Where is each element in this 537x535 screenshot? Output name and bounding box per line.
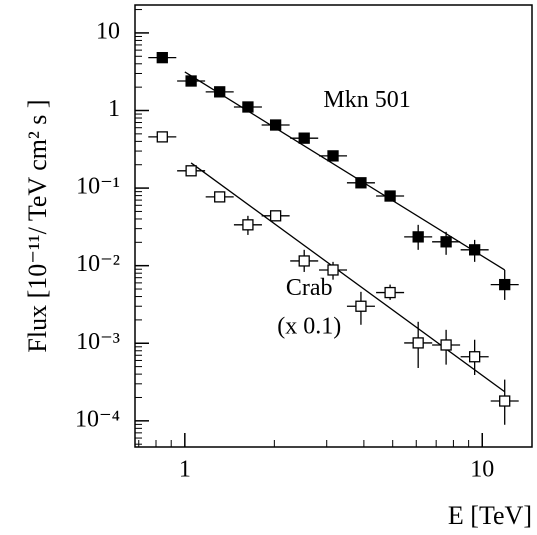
data-point bbox=[384, 190, 396, 202]
annotation: (x 0.1) bbox=[277, 314, 341, 340]
data-point bbox=[440, 236, 452, 248]
data-point bbox=[327, 264, 339, 276]
data-point bbox=[384, 286, 396, 299]
data-point bbox=[156, 131, 168, 143]
data-point bbox=[355, 177, 367, 189]
data-point bbox=[156, 51, 168, 64]
data-point bbox=[412, 231, 424, 243]
data-point bbox=[242, 101, 254, 113]
data-point bbox=[412, 337, 424, 349]
data-point bbox=[298, 255, 310, 267]
data-point bbox=[269, 210, 282, 222]
data-point bbox=[185, 165, 197, 177]
y-tick-label: 1 bbox=[108, 96, 120, 122]
y-tick-label: 10⁻¹ bbox=[76, 174, 120, 200]
data-point bbox=[499, 395, 511, 407]
annotation: Mkn 501 bbox=[323, 87, 410, 113]
data-point bbox=[469, 351, 481, 363]
data-point bbox=[499, 278, 511, 291]
x-axis-label: E [TeV] bbox=[448, 501, 532, 530]
annotation: Crab bbox=[286, 275, 333, 301]
x-tick-label: 1 bbox=[179, 457, 191, 483]
y-tick-label: 10⁻³ bbox=[76, 329, 120, 355]
y-tick-label: 10 bbox=[96, 18, 120, 44]
x-tick-label: 10 bbox=[470, 457, 494, 483]
data-point bbox=[269, 119, 282, 131]
fit-line bbox=[190, 162, 506, 393]
plot-frame bbox=[134, 4, 533, 448]
y-tick-label: 10⁻⁴ bbox=[75, 406, 120, 432]
y-axis-label: Flux [10⁻¹¹/ TeV cm² s ] bbox=[23, 99, 52, 352]
data-point bbox=[298, 132, 310, 144]
data-point bbox=[440, 339, 452, 351]
y-tick-label: 10⁻² bbox=[76, 251, 120, 277]
data-point bbox=[355, 300, 367, 312]
data-point bbox=[242, 219, 254, 231]
data-point bbox=[214, 86, 226, 98]
data-point bbox=[185, 75, 197, 87]
data-point bbox=[327, 150, 339, 162]
data-point bbox=[469, 244, 481, 256]
data-point bbox=[214, 191, 226, 203]
